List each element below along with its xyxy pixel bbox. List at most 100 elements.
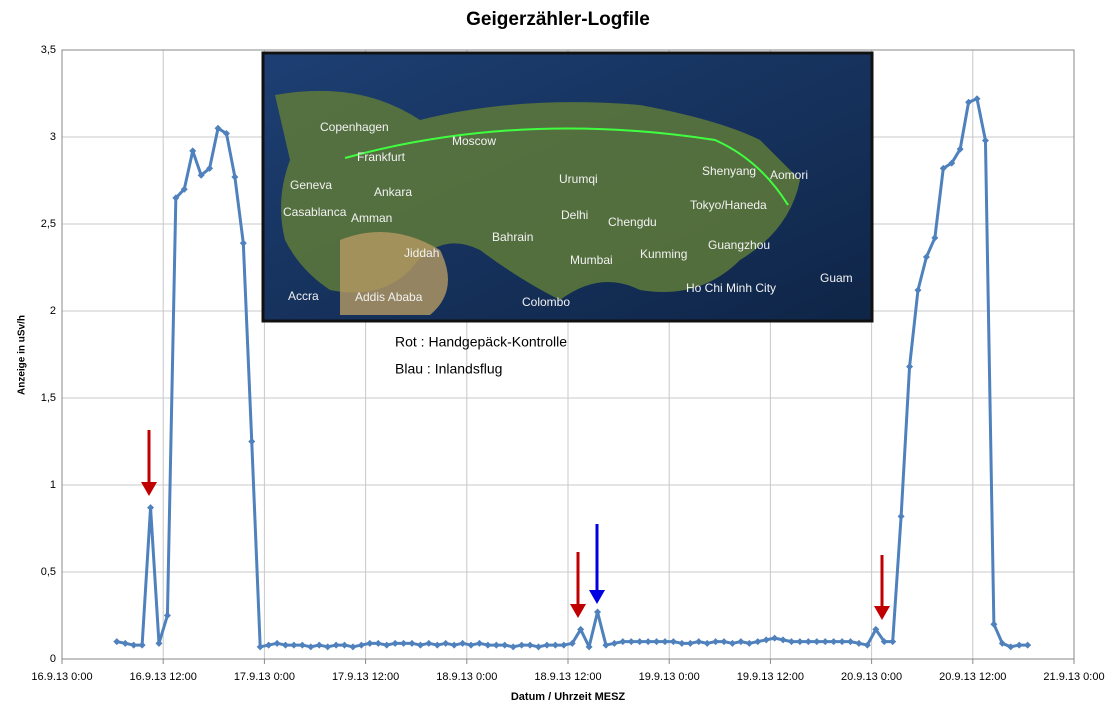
data-point [847, 638, 855, 646]
data-point [222, 130, 230, 138]
data-point [990, 620, 998, 628]
data-point [172, 194, 180, 202]
data-point [863, 641, 871, 649]
data-point [577, 625, 585, 633]
data-point [585, 643, 593, 651]
map-label: Amman [351, 211, 392, 225]
arrow-head [570, 604, 586, 618]
data-point [324, 643, 332, 651]
y-axis-label: Anzeige in uSv/h [17, 315, 28, 395]
data-point [779, 636, 787, 644]
data-point [661, 638, 669, 646]
map-label: Frankfurt [357, 150, 406, 164]
data-point [686, 639, 694, 647]
data-point [948, 159, 956, 167]
map-label: Shenyang [702, 164, 756, 178]
x-tick-label: 17.9.13 0:00 [234, 671, 295, 683]
data-point [543, 641, 551, 649]
data-point [880, 638, 888, 646]
map-label: Mumbai [570, 253, 613, 267]
data-point [121, 639, 129, 647]
data-point [728, 639, 736, 647]
arrows [141, 430, 890, 620]
data-point [147, 504, 155, 512]
map-label: Guam [820, 271, 853, 285]
data-point [433, 641, 441, 649]
data-point [771, 634, 779, 642]
data-point [197, 171, 205, 179]
map-label: Urumqi [559, 172, 598, 186]
data-point [855, 639, 863, 647]
data-point [619, 638, 627, 646]
data-point [830, 638, 838, 646]
data-point [442, 639, 450, 647]
data-point [467, 641, 475, 649]
map-label: Addis Ababa [355, 290, 423, 304]
data-point [703, 639, 711, 647]
data-point [265, 641, 273, 649]
data-point [484, 641, 492, 649]
data-point [138, 641, 146, 649]
x-tick-label: 20.9.13 0:00 [841, 671, 902, 683]
y-tick-label: 1,5 [41, 392, 56, 404]
data-point [534, 643, 542, 651]
x-tick-label: 17.9.13 12:00 [332, 671, 399, 683]
data-point [973, 95, 981, 103]
data-point [459, 639, 467, 647]
data-point [889, 638, 897, 646]
x-tick-label: 21.9.13 0:00 [1043, 671, 1104, 683]
data-point [391, 639, 399, 647]
y-tick-label: 0 [50, 653, 56, 665]
data-point [872, 625, 880, 633]
map-label: Delhi [561, 208, 588, 222]
map-label: Guangzhou [708, 238, 770, 252]
data-point [341, 641, 349, 649]
data-point [475, 639, 483, 647]
map-label: Tokyo/Haneda [690, 198, 767, 212]
data-point [669, 638, 677, 646]
y-tick-label: 3,5 [41, 44, 56, 56]
data-point [349, 643, 357, 651]
data-point [298, 641, 306, 649]
data-point [644, 638, 652, 646]
data-point [400, 639, 408, 647]
y-tick-label: 2,5 [41, 218, 56, 230]
data-point [374, 639, 382, 647]
arrow-head [874, 606, 890, 620]
x-tick-label: 19.9.13 12:00 [737, 671, 804, 683]
data-point [315, 641, 323, 649]
data-point [366, 639, 374, 647]
data-point [357, 641, 365, 649]
x-axis-label: Datum / Uhrzeit MESZ [511, 691, 626, 703]
map-label: Ho Chi Minh City [686, 281, 776, 295]
data-point [450, 641, 458, 649]
chart-title: Geigerzähler-Logfile [466, 9, 650, 30]
map-label: Kunming [640, 247, 687, 261]
map-label: Accra [288, 289, 319, 303]
data-point [695, 638, 703, 646]
map-label: Copenhagen [320, 120, 389, 134]
data-point [712, 638, 720, 646]
data-point [425, 639, 433, 647]
data-point [956, 145, 964, 153]
data-point [113, 638, 121, 646]
data-point [189, 147, 197, 155]
data-point [248, 438, 256, 445]
data-point [408, 639, 416, 647]
data-point [256, 643, 264, 651]
data-point [526, 641, 534, 649]
x-tick-label: 18.9.13 12:00 [534, 671, 601, 683]
data-point [332, 641, 340, 649]
map-label: Colombo [522, 295, 570, 309]
map-label: Ankara [374, 185, 412, 199]
data-point [155, 639, 163, 647]
data-point [273, 639, 281, 647]
x-tick-label: 20.9.13 12:00 [939, 671, 1006, 683]
data-point [416, 641, 424, 649]
data-point [914, 286, 922, 294]
data-point [492, 641, 500, 649]
data-point [610, 639, 618, 647]
data-point [231, 173, 239, 181]
data-point [281, 641, 289, 649]
